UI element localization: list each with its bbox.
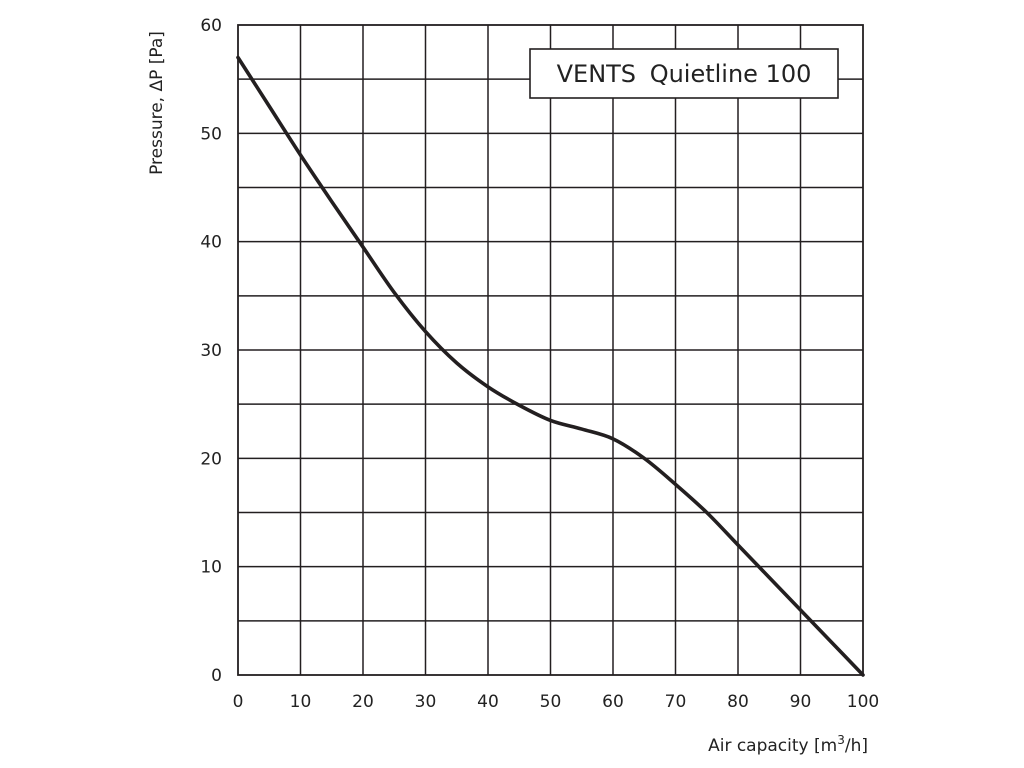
x-tick-label: 20 [352,692,374,712]
x-axis-title-sup: 3 [837,733,845,747]
y-tick-label: 50 [200,124,222,144]
x-tick-label: 40 [477,692,499,712]
y-tick-label: 30 [200,341,222,361]
y-tick-label: 10 [200,558,222,578]
x-tick-label: 90 [790,692,812,712]
legend-box: VENTS Quietline 100 [529,48,839,99]
y-tick-label: 40 [200,233,222,253]
plot-frame-rect [237,24,864,676]
legend-brand: VENTS [557,60,636,88]
x-tick-label: 80 [727,692,749,712]
y-tick-label: 20 [200,449,222,469]
legend-box-frame [529,48,839,99]
tick-labels: 0 10 20 30 40 50 60 70 80 90 100 0 10 20 30 40 50 60 [200,16,879,712]
pressure-curve-line [236,55,865,677]
x-tick-label: 0 [233,692,244,712]
x-tick-label: 30 [415,692,437,712]
x-tick-label: 10 [290,692,312,712]
grid-lines [238,25,863,675]
x-tick-label: 50 [540,692,562,712]
x-axis-title-main: Air capacity [m [708,736,837,756]
x-axis-title: Air capacity [m3/h] [708,733,868,756]
x-tick-label: 70 [665,692,687,712]
x-axis-title-tail: /h] [845,736,868,756]
x-tick-label: 100 [847,692,879,712]
legend-model: Quietline 100 [650,60,812,88]
legend-label: VENTS Quietline 100 [557,60,812,88]
y-tick-label: 0 [211,666,222,686]
plot-frame [237,24,864,676]
y-tick-label: 60 [200,16,222,36]
x-tick-label: 60 [602,692,624,712]
y-axis-title: Pressure, ΔP [Pa] [147,31,167,175]
